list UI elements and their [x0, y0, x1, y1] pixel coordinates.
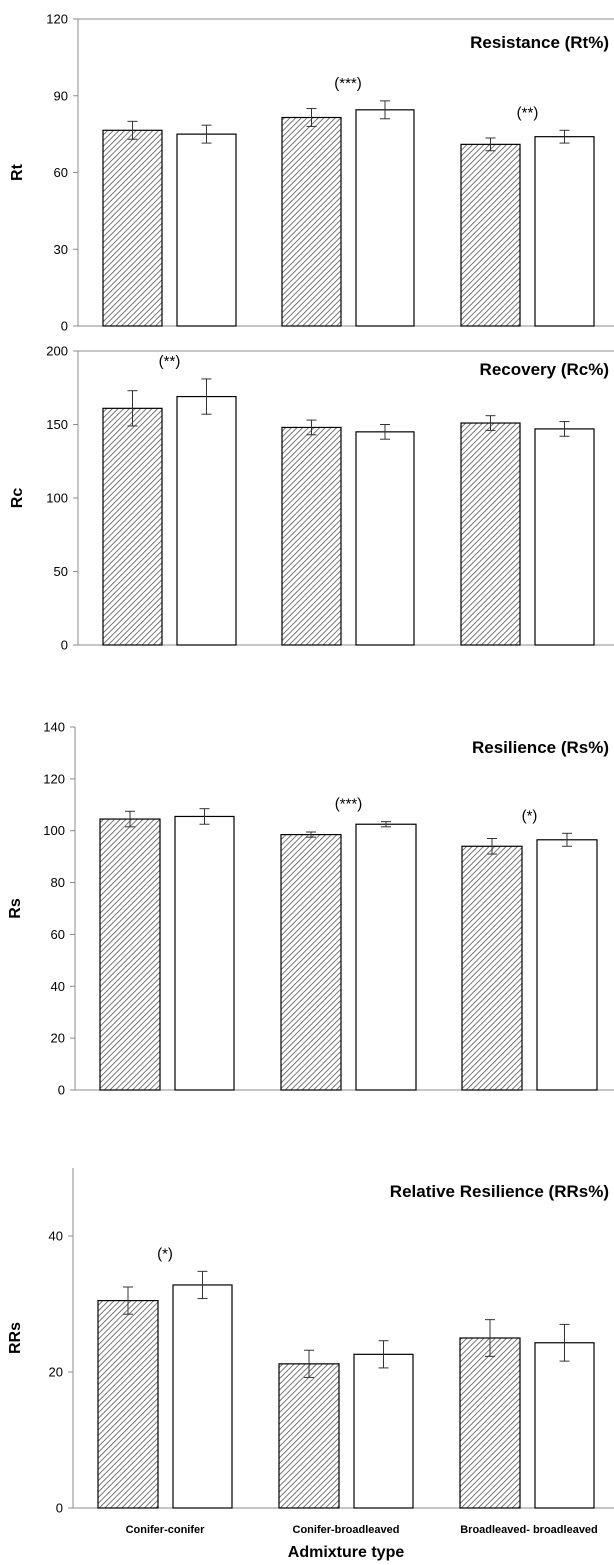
y-tick-label: 120 [46, 12, 68, 27]
bar-white [534, 136, 595, 327]
y-tick-label: 40 [49, 1229, 63, 1244]
y-tick-label: 20 [49, 1365, 63, 1380]
y-tick-label: 140 [43, 720, 65, 735]
category-label: Conifer-conifer [126, 1524, 206, 1536]
x-axis-label: Admixture type [288, 1544, 405, 1561]
significance-label: (**) [517, 104, 539, 121]
bar-white [536, 839, 598, 1091]
bar-hatched [459, 1337, 521, 1509]
y-tick-label: 60 [54, 165, 68, 180]
y-tick-label: 200 [46, 344, 68, 359]
y-tick-label: 40 [51, 979, 65, 994]
y-tick-label: 0 [61, 638, 68, 653]
bar-white [534, 428, 595, 646]
y-tick-label: 120 [43, 771, 65, 786]
bar-hatched [102, 129, 163, 327]
y-axis-label: RRs [7, 1322, 24, 1354]
y-tick-label: 0 [61, 319, 68, 334]
y-tick-label: 0 [58, 1083, 65, 1098]
category-label: Conifer-broadleaved [293, 1524, 400, 1536]
bar-hatched [278, 1363, 340, 1509]
y-axis-label: Rc [9, 488, 26, 509]
chart-panel-3: 0 20 40 60 80 100 120 140 Rs Resilience (Rs%) (***… [7, 720, 614, 1098]
y-axis-label: Rs [7, 898, 24, 919]
bar-hatched [461, 845, 523, 1091]
y-tick-label: 60 [51, 927, 65, 942]
panel-title: Recovery (Rc%) [480, 360, 609, 379]
y-tick-label: 100 [46, 491, 68, 506]
y-tick-label: 150 [46, 417, 68, 432]
y-tick-label: 80 [51, 875, 65, 890]
significance-label: (*) [522, 807, 538, 824]
significance-label: (***) [335, 796, 363, 813]
bar-hatched [281, 116, 342, 327]
bar-hatched [281, 426, 342, 646]
bar-white [353, 1353, 414, 1509]
bar-white [174, 815, 235, 1091]
significance-label: (**) [159, 353, 181, 370]
bar-white [176, 133, 237, 327]
chart-panel-1: 0 30 60 90 120 Rt Resistance (Rt%) (***) (**) [9, 12, 614, 334]
y-tick-label: 90 [54, 88, 68, 103]
significance-label: (***) [334, 75, 362, 92]
panel-title: Resistance (Rt%) [470, 33, 609, 52]
y-tick-label: 20 [51, 1031, 65, 1046]
chart-panel-2: 0 50 100 150 200 Rc Recovery (Rc%) (**) [9, 344, 614, 653]
bar-white [176, 395, 237, 646]
bar-white [172, 1284, 233, 1509]
chart-panel-4: 0 20 40 RRs Relative Resilience (RRs%) (*) Con… [7, 1168, 614, 1536]
bar-white [534, 1342, 595, 1509]
y-axis-label: Rt [9, 163, 26, 181]
y-tick-label: 50 [54, 564, 68, 579]
bar-hatched [102, 407, 163, 646]
bar-hatched [460, 143, 521, 327]
bar-white [355, 431, 415, 646]
significance-label: (*) [157, 1245, 173, 1262]
bar-white [355, 823, 417, 1091]
y-tick-label: 0 [56, 1501, 63, 1516]
bar-hatched [97, 1299, 159, 1509]
panel-title: Resilience (Rs%) [472, 738, 609, 757]
panel-title: Relative Resilience (RRs%) [390, 1182, 609, 1201]
bar-white [355, 109, 415, 327]
category-label: Broadleaved- broadleaved [460, 1524, 598, 1536]
y-tick-label: 100 [43, 823, 65, 838]
bar-hatched [460, 422, 521, 646]
y-tick-label: 30 [54, 242, 68, 257]
bar-hatched [280, 834, 342, 1091]
bar-hatched [99, 818, 161, 1091]
